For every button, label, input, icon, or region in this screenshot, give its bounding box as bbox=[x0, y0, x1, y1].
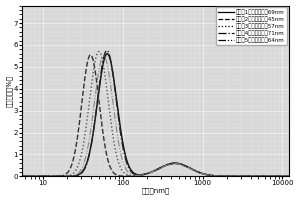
实施例1，中値粒径为69nm bbox=[289, 175, 293, 177]
实施例3，中値粒径为57nm bbox=[124, 173, 127, 175]
实施例4，中値粒径为71nm bbox=[295, 175, 298, 177]
X-axis label: 粒径［nm］: 粒径［nm］ bbox=[141, 188, 169, 194]
实施例4，中値粒径为71nm bbox=[49, 175, 52, 177]
实施例4，中値粒径为71nm bbox=[105, 49, 109, 52]
实施例1，中値粒径为69nm bbox=[49, 175, 52, 177]
实施例2，中値粒径为45nm bbox=[124, 175, 127, 177]
实施例3，中値粒径为57nm bbox=[97, 50, 101, 53]
实施例5，中値粒径为64nm bbox=[295, 175, 298, 177]
实施例5，中値粒径为64nm bbox=[136, 174, 139, 177]
实施例4，中値粒径为71nm bbox=[65, 175, 69, 177]
实施例5，中値粒径为64nm bbox=[65, 175, 69, 177]
实施例4，中値粒径为71nm bbox=[260, 175, 263, 177]
实施例2，中値粒径为45nm bbox=[295, 175, 298, 177]
Y-axis label: 体积分数［%］: 体积分数［%］ bbox=[6, 75, 12, 107]
实施例1，中値粒径为69nm bbox=[295, 175, 298, 177]
实施例3，中値粒径为57nm bbox=[17, 175, 21, 177]
Line: 实施例1，中値粒径为69nm: 实施例1，中値粒径为69nm bbox=[19, 54, 296, 176]
实施例4，中値粒径为71nm bbox=[124, 157, 127, 160]
Line: 实施例3，中値粒径为57nm: 实施例3，中値粒径为57nm bbox=[19, 52, 296, 176]
实施例5，中値粒径为64nm bbox=[260, 175, 263, 177]
实施例3，中値粒径为57nm bbox=[136, 174, 139, 177]
Line: 实施例5，中値粒径为64nm: 实施例5，中値粒径为64nm bbox=[19, 56, 296, 176]
实施例2，中値粒径为45nm bbox=[65, 172, 69, 174]
实施例2，中値粒径为45nm bbox=[289, 175, 293, 177]
实施例2，中値粒径为45nm bbox=[136, 174, 139, 177]
Line: 实施例4，中値粒径为71nm: 实施例4，中値粒径为71nm bbox=[19, 50, 296, 176]
实施例1，中値粒径为69nm bbox=[65, 175, 69, 177]
实施例1，中値粒径为69nm bbox=[260, 175, 263, 177]
实施例5，中値粒径为64nm bbox=[289, 175, 293, 177]
实施例1，中値粒径为69nm bbox=[105, 53, 109, 55]
实施例5，中値粒径为64nm bbox=[49, 175, 52, 177]
实施例3，中値粒径为57nm bbox=[49, 175, 52, 177]
Legend: 实施例1，中値粒径为69nm, 实施例2，中値粒径为45nm, 实施例3，中値粒径为57nm, 实施例4，中値粒径为71nm, 实施例5，中値粒径为64nm: 实施例1，中値粒径为69nm, 实施例2，中値粒径为45nm, 实施例3，中値粒… bbox=[216, 7, 287, 45]
Line: 实施例2，中値粒径为45nm: 实施例2，中値粒径为45nm bbox=[19, 55, 296, 176]
实施例4，中値粒径为71nm bbox=[289, 175, 293, 177]
实施例2，中値粒径为45nm bbox=[260, 175, 263, 177]
实施例4，中値粒径为71nm bbox=[136, 174, 139, 176]
实施例3，中値粒径为57nm bbox=[65, 175, 69, 177]
实施例4，中値粒径为71nm bbox=[17, 175, 21, 177]
实施例3，中値粒径为57nm bbox=[295, 175, 298, 177]
实施例2，中値粒径为45nm bbox=[89, 54, 92, 56]
实施例2，中値粒径为45nm bbox=[49, 175, 52, 177]
实施例5，中値粒径为64nm bbox=[102, 55, 106, 57]
实施例2，中値粒径为45nm bbox=[17, 175, 21, 177]
实施例3，中値粒径为57nm bbox=[260, 175, 263, 177]
实施例1，中値粒径为69nm bbox=[124, 154, 127, 156]
实施例5，中値粒径为64nm bbox=[17, 175, 21, 177]
实施例1，中値粒径为69nm bbox=[17, 175, 21, 177]
实施例1，中値粒径为69nm bbox=[136, 173, 139, 176]
实施例5，中値粒径为64nm bbox=[124, 167, 127, 169]
实施例3，中値粒径为57nm bbox=[289, 175, 293, 177]
